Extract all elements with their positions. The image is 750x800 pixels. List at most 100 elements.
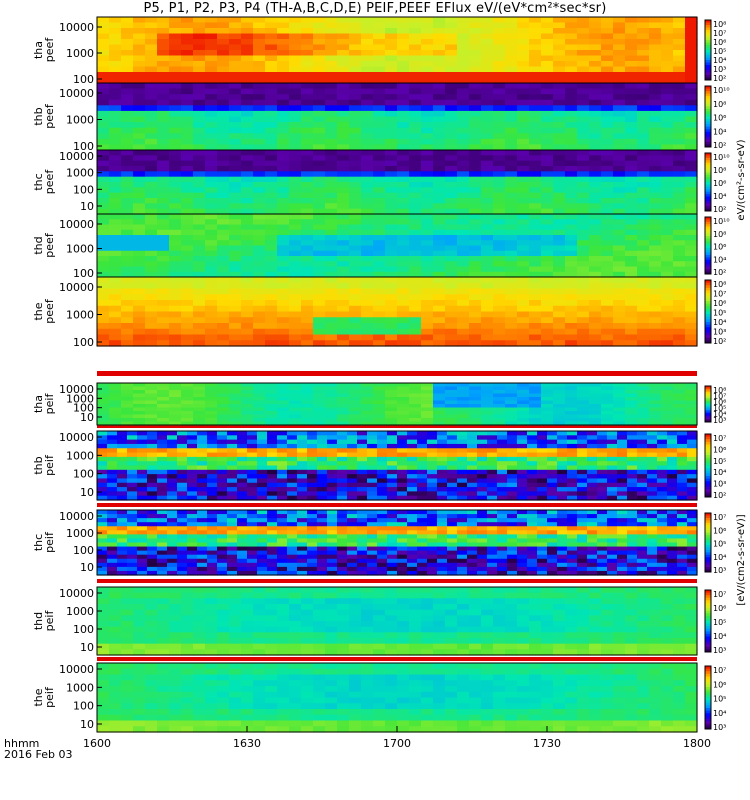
heatmap-cell [193, 105, 206, 112]
heatmap-cell [649, 229, 662, 236]
colorbar-step [705, 37, 711, 41]
heatmap-cell [181, 133, 194, 140]
heatmap-cell [565, 418, 578, 423]
heatmap-cell [553, 198, 566, 204]
heatmap-cell [481, 22, 494, 29]
heatmap-cell [409, 390, 422, 395]
heatmap-cell [97, 317, 110, 324]
heatmap-cell [385, 150, 398, 156]
heatmap-cell [481, 110, 494, 118]
heatmap-cell [481, 418, 494, 423]
heatmap-cell [481, 323, 494, 330]
heatmap-cell [481, 300, 494, 307]
heatmap-cell [385, 187, 398, 194]
heatmap-cell [257, 469, 268, 475]
heatmap-cell [145, 192, 158, 199]
heatmap-cell [169, 182, 182, 188]
heatmap-cell [107, 566, 118, 572]
heatmap-cell [445, 219, 458, 226]
heatmap-cell [205, 407, 218, 412]
heatmap-cell [253, 110, 266, 118]
heatmap-cell [427, 491, 438, 497]
heatmap-cell [277, 282, 290, 290]
heatmap-cell [529, 187, 542, 194]
colorbar-step [705, 262, 711, 266]
heatmap-cell [685, 294, 698, 301]
heatmap-cell [601, 166, 614, 172]
heatmap-cell [397, 50, 410, 57]
heatmap-cell [169, 305, 182, 313]
heatmap-cell [565, 144, 578, 151]
heatmap-cell [307, 443, 318, 449]
heatmap-cell [469, 116, 482, 123]
heatmap-cell [433, 250, 446, 257]
heatmap-cell [517, 282, 530, 290]
heatmap-cell [397, 435, 408, 441]
heatmap-cell [301, 150, 314, 156]
heatmap-cell [241, 133, 254, 140]
heatmap-cell [677, 452, 688, 458]
colorbar-step [705, 42, 711, 46]
heatmap-cell [121, 22, 134, 29]
heatmap-cell [529, 105, 542, 112]
heatmap-cell [433, 160, 446, 167]
heatmap-cell [177, 518, 188, 523]
heatmap-cell [517, 305, 530, 313]
heatmap-cell [433, 28, 446, 35]
heatmap-cell [133, 240, 146, 247]
heatmap-cell [253, 393, 266, 398]
heatmap-cell [385, 245, 398, 252]
heatmap-cell [169, 133, 182, 140]
heatmap-cell [373, 83, 386, 90]
heatmap-cell [349, 77, 362, 84]
heatmap-cell [167, 566, 178, 572]
heatmap-cell [673, 50, 686, 57]
heatmap-cell [481, 224, 494, 231]
heatmap-cell [265, 94, 278, 101]
heatmap-cell [617, 448, 628, 454]
heatmap-cell [577, 28, 590, 35]
heatmap-cell [257, 456, 268, 462]
heatmap-cell [367, 443, 378, 449]
heatmap-cell [145, 198, 158, 204]
heatmap-cell [507, 465, 518, 471]
heatmap-cell [121, 390, 134, 395]
heatmap-cell [205, 311, 218, 318]
heatmap-cell [497, 487, 508, 492]
heatmap-cell [565, 277, 578, 284]
heatmap-cell [493, 294, 506, 301]
heatmap-cell [181, 219, 194, 226]
heatmap-cell [169, 300, 182, 307]
heatmap-cell [373, 77, 386, 84]
heatmap-cell [553, 323, 566, 330]
colorbar-step [705, 476, 711, 480]
heatmap-cell [433, 311, 446, 318]
heatmap-cell [205, 340, 218, 347]
heatmap-cell [247, 495, 258, 501]
heatmap-cell [289, 105, 302, 112]
heatmap-cell [205, 383, 218, 388]
heatmap-cell [357, 487, 368, 492]
heatmap-cell [157, 510, 168, 515]
heatmap-cell [133, 61, 146, 68]
heatmap-cell [505, 334, 518, 341]
heatmap-cell [421, 138, 434, 146]
heatmap-cell [541, 187, 554, 194]
heatmap-cell [313, 198, 326, 204]
heatmap-cell [397, 421, 410, 426]
heatmap-cell [229, 311, 242, 318]
heatmap-cell [685, 17, 698, 24]
heatmap-cell [181, 127, 194, 134]
heatmap-cell [647, 474, 658, 480]
heatmap-cell [637, 383, 650, 388]
heatmap-cell [229, 150, 242, 156]
heatmap-cell [181, 72, 194, 79]
heatmap-cell [493, 277, 506, 284]
heatmap-cell [109, 83, 122, 90]
heatmap-cell [325, 311, 338, 318]
heatmap-cell [253, 418, 266, 423]
colorbar-frame [704, 279, 712, 344]
heatmap-cell [349, 421, 362, 426]
heatmap-cell [247, 491, 258, 497]
